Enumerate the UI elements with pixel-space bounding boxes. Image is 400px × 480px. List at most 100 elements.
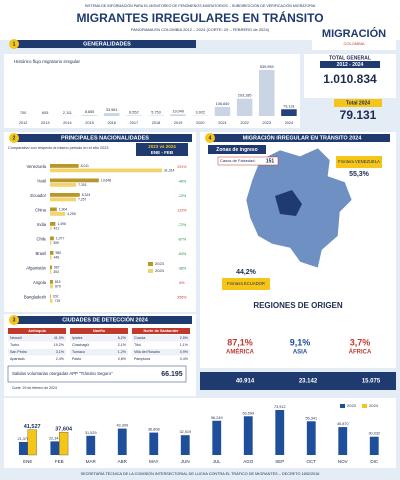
regions-title: REGIONES DE ORIGEN [253,301,343,310]
legend-label: 2023 [155,261,165,266]
logo: MIGRACIÓN [322,27,386,40]
period: 2023 vs 2024 [148,144,176,149]
table-row-bg [8,356,66,363]
bar [50,284,54,289]
section-number: 1 [13,41,16,47]
region-value: 3,7% [350,337,371,347]
ecuador-value: 44,2% [236,269,257,276]
category-label: Haití [37,179,46,184]
value-label: 106,840 [216,102,230,106]
region-name: ASIA [293,350,308,356]
change-label: -46% [178,179,187,183]
period-bg [136,143,188,156]
value-label: 605 [42,111,48,115]
x-tick-label: OCT [307,459,317,464]
change-label: 123% [177,208,187,212]
table-cell: Turbo [10,343,19,347]
table-row-bg [132,335,190,342]
bar [81,115,98,116]
bar [149,432,159,455]
table-cell: Tibú [134,343,141,347]
x-tick-label: 2012 [19,121,27,125]
table-header: Antioquia [28,329,46,333]
bar [50,280,53,284]
value-label: 31,314 [164,168,174,172]
section-header-bg [14,316,192,324]
change-label: -54% [178,252,187,256]
total-label: TOTAL GENERAL [329,55,371,61]
bar [59,431,69,456]
bar [50,226,52,231]
table-row-bg [70,342,128,349]
ecuador-bg [222,278,270,290]
value-label: 21,370 [18,437,30,441]
category-label: Chile [36,237,46,242]
legend-swatch [148,262,153,266]
venezuela-label: Frontera VENEZUELA [338,159,380,164]
table-cell: 0,8% [118,357,127,361]
bar [103,113,120,116]
app-value: 66.195 [161,371,183,378]
bar [86,435,96,455]
table-cell: Ipiales [72,336,83,340]
bar [50,197,76,202]
period-months: ENE - FEB [151,150,174,155]
section-badge [205,133,215,143]
bar [180,435,190,455]
x-tick-label: NOV [338,459,348,464]
value-label: 8,011 [81,164,89,168]
table-header: Norte de Santander [143,329,179,333]
table-row-bg [8,342,66,349]
table-cell: Pasto [72,357,81,361]
table-header-bg [8,328,66,334]
bar [50,193,80,197]
fraud-value: 151 [266,158,275,164]
summary-value: 23.142 [299,379,318,385]
x-tick-label: AGO [243,459,254,464]
value-label: 13,648 [101,178,111,182]
venezuela-value: 55,3% [349,171,370,178]
x-tick-label: 2017 [130,121,138,125]
value-label: 63,599 [242,411,254,415]
bar [214,106,231,116]
region-name: ÁFRICA [349,349,372,356]
value-label: 1,496 [57,222,66,226]
value-label: 8,324 [82,193,91,197]
value-label: 539,959 [260,65,274,69]
value-label: 2,111 [63,111,72,115]
value-label: 1,904 [59,207,68,211]
category-label: Brasil [36,251,47,256]
bar [117,428,127,455]
section-header-bg [14,134,192,142]
bar [170,114,186,116]
section-title: CIUDADES DE DETECCIÓN 2024 [62,315,149,323]
year-label-bg [334,99,382,107]
zones: Zonas de ingreso [216,147,257,153]
legend-swatch [340,404,345,408]
section-title: GENERALIDADES [83,41,131,47]
value-label: 43,399 [116,424,128,428]
bar [50,241,52,245]
change-label: -72% [178,223,187,227]
section-header-bg [14,40,196,48]
value-label: 719 [55,299,61,303]
ecuador-label: Frontera ECUADOR [227,281,265,286]
value-label: 202 [53,294,59,298]
bar [50,251,54,255]
legend-swatch [148,269,153,273]
year-value: 79.131 [340,108,377,122]
table-cell: Tumaco [72,350,85,354]
value-label: 815 [55,280,61,284]
section-number: 4 [209,135,212,141]
value-label: 36,808 [148,428,160,432]
region-name: AMÉRICA [226,348,255,356]
section-header-bg [210,134,390,142]
value-label: 3,922 [196,111,206,115]
value-label: 5,753 [151,111,161,115]
section-number: 2 [13,135,16,141]
value-label: 421 [54,226,60,230]
change-label: 291% [177,165,187,169]
value-label: 567 [54,265,60,269]
x-tick-label: ABR [118,459,128,464]
table-header-bg [132,328,190,334]
